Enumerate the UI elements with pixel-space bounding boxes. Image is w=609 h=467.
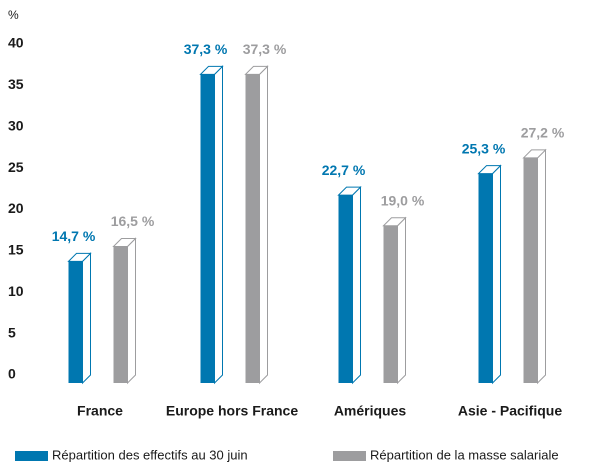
legend-swatch [15,451,48,461]
y-tick-label: 35 [8,76,24,92]
y-tick-label: 25 [8,159,24,175]
y-tick-label: 40 [8,35,24,51]
bar-front [478,173,493,383]
value-label: 16,5 % [111,213,155,229]
x-tick-label: Amériques [334,403,407,419]
value-label: 14,7 % [52,228,96,244]
bar-front [200,74,215,383]
bar [522,148,547,385]
bar [112,237,137,385]
x-tick-label: Asie - Pacifique [458,403,562,419]
bar-front [245,74,260,383]
bar-side [352,185,361,385]
bar-side [259,65,268,385]
bar [477,164,502,385]
y-tick-label: 5 [8,324,16,340]
y-tick-label: 20 [8,200,24,216]
value-label: 22,7 % [322,162,366,178]
bar-front [523,157,538,383]
legend-label: Répartition de la masse salariale [370,447,559,462]
value-label: 37,3 % [243,41,287,57]
y-tick-label: 10 [8,283,24,299]
bar-side [82,252,91,385]
value-label: 27,2 % [521,125,565,141]
bar-front [383,225,398,383]
bar [199,65,224,385]
value-label: 37,3 % [184,41,228,57]
legend-swatch [333,451,366,461]
bar [244,65,269,385]
bar-front [68,261,83,383]
x-tick-label: France [77,403,123,419]
bar-side [537,148,546,385]
bar-side [492,164,501,385]
bar [67,252,92,385]
y-tick-label: 0 [8,366,16,382]
value-label: 19,0 % [381,192,425,208]
x-tick-label: Europe hors France [166,403,298,419]
bar-front [113,246,128,383]
legend-label: Répartition des effectifs au 30 juin [52,447,248,462]
y-tick-label: 15 [8,242,24,258]
bar [382,216,407,385]
bar-front [338,195,353,383]
bar [337,185,362,385]
y-tick-label: 30 [8,117,24,133]
bar-side [397,216,406,385]
bar-side [127,237,136,385]
bar-side [214,65,223,385]
y-axis-label: % [8,8,19,22]
value-label: 25,3 % [462,140,506,156]
